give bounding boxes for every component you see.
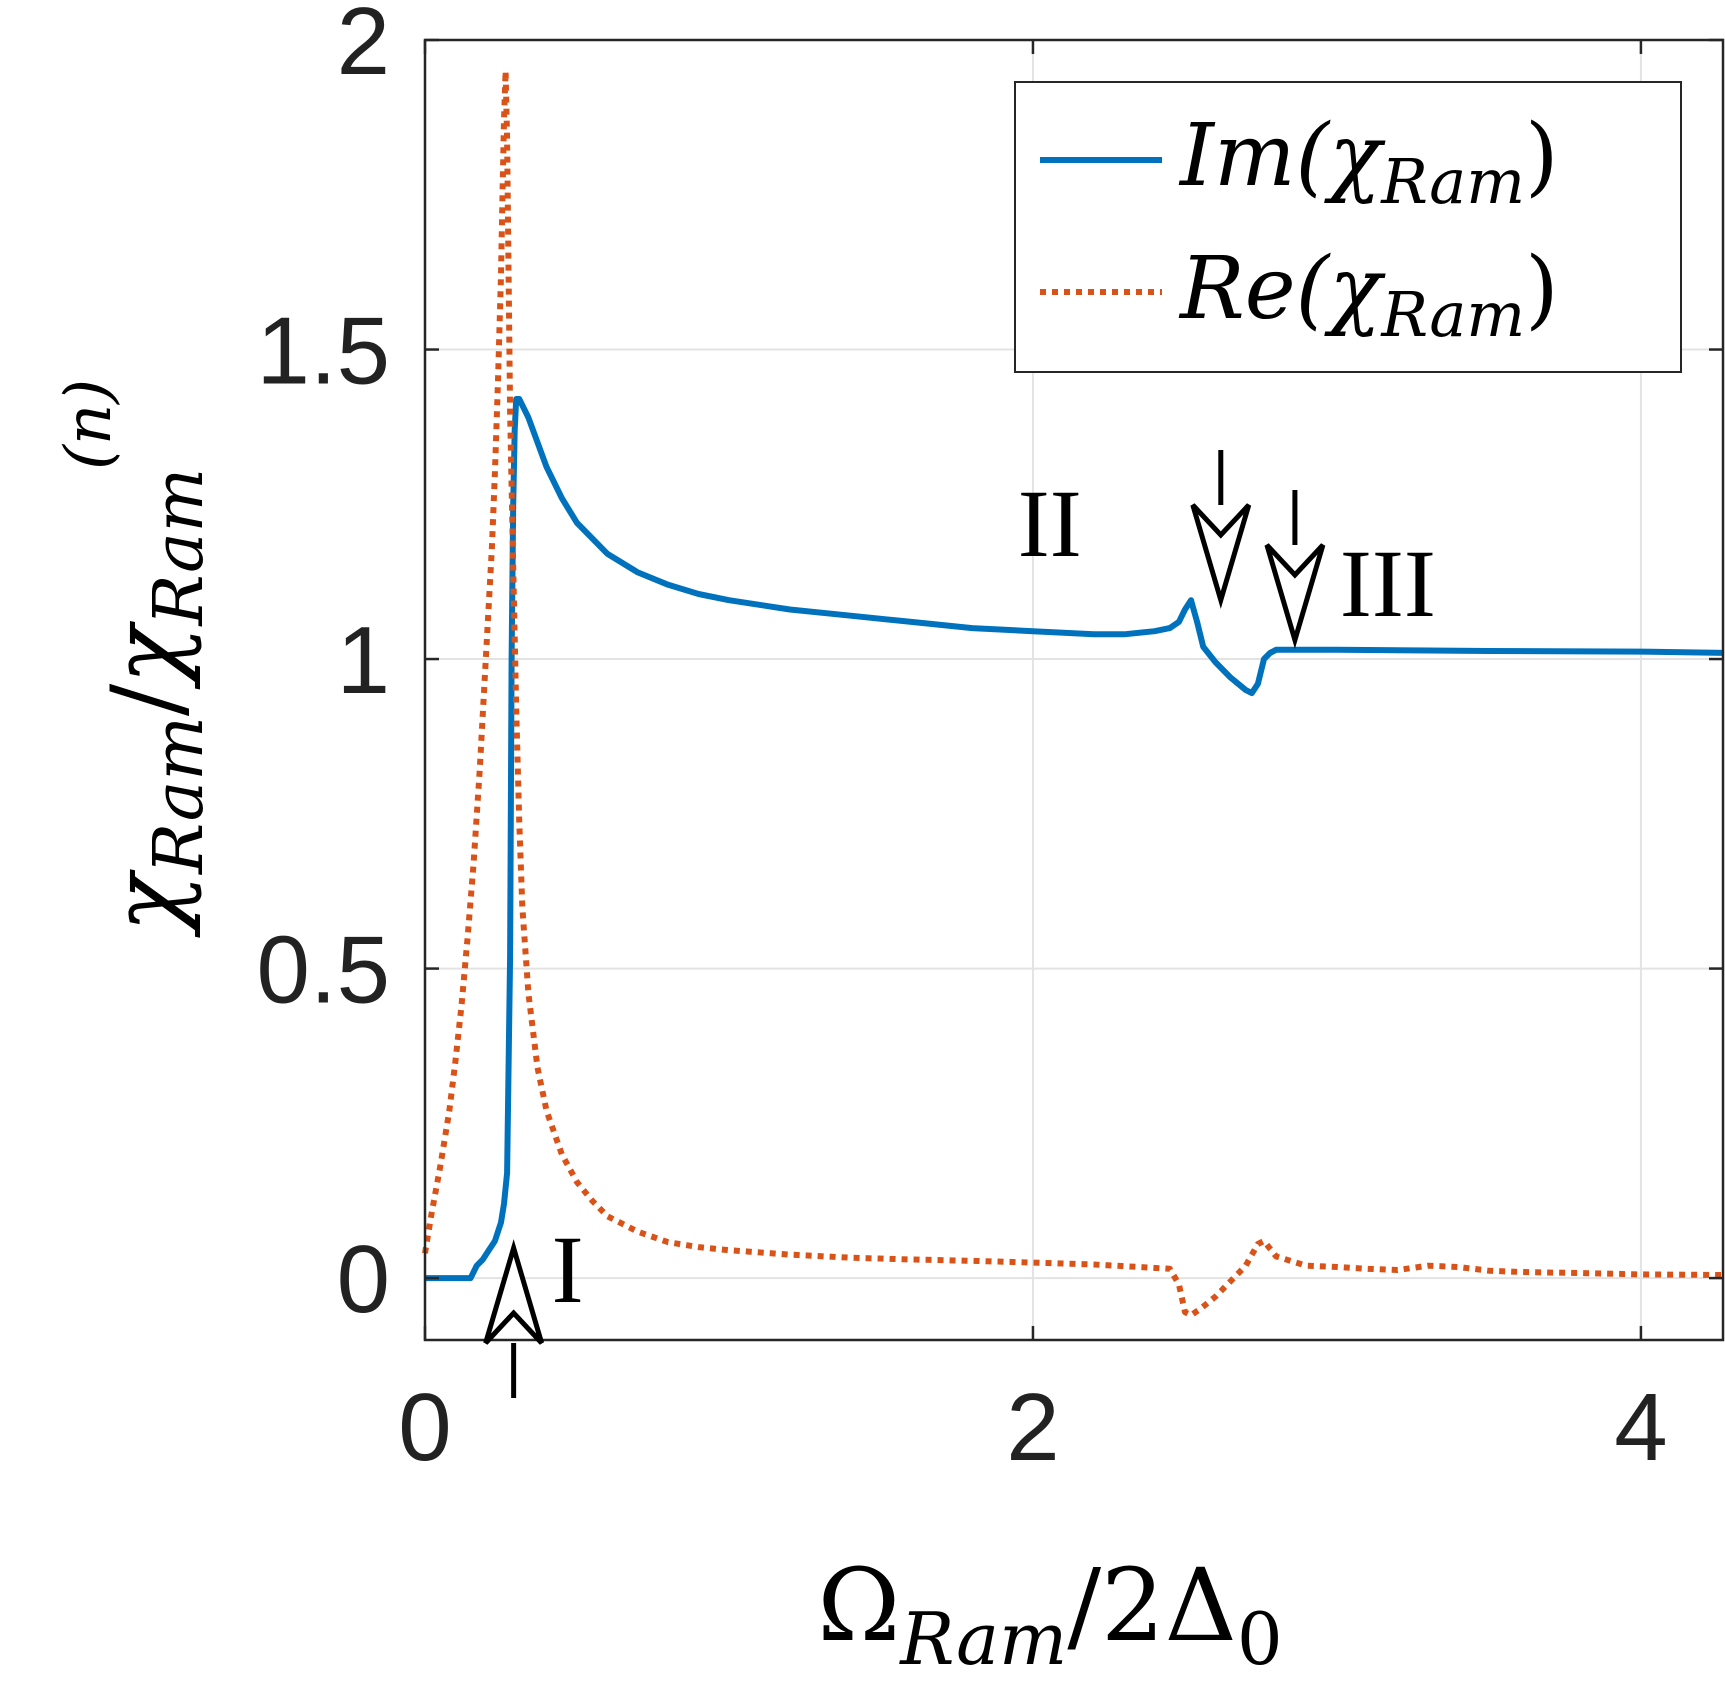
svg-text:χRam/χRam: χRam/χRam [91,468,219,938]
legend-label-re: Re(χRam) [1178,239,1559,351]
annotation-arrow [483,1239,545,1398]
legend-re-main: Re(χ [1178,239,1386,339]
y-tick-label: 0 [337,1226,390,1333]
annotation-arrow [1190,450,1252,609]
svg-text:ΩRam/2Δ0: ΩRam/2Δ0 [817,1547,1282,1681]
axes-box [423,38,1725,1342]
legend-label-im: Im(χRam) [1178,106,1559,218]
legend: Im(χRam) Re(χRam) [1014,81,1682,373]
xlabel-main: Ω [817,1547,900,1664]
y-tick-label: 2 [337,0,390,95]
y-tick-label: 1.5 [257,298,390,405]
y-tick-label: 1 [337,607,390,714]
legend-re-sub: Ram [1380,278,1525,351]
legend-box [1014,81,1682,373]
xlabel-sub2: 0 [1237,1597,1283,1681]
ylabel-sub: Ram [140,716,219,876]
series-group [422,68,1724,1319]
ylabel-sup2: (n) [52,379,126,470]
x-axis-label: ΩRam/2Δ0 [817,1547,1282,1681]
ylabel-main2: χ [91,621,203,690]
y-axis-label: χRam/χRam (n) [52,379,219,938]
annotation-label-I: I [552,1216,584,1323]
ylabel-sub2: Ram [140,468,219,628]
legend-im-main: Im(χ [1178,106,1386,206]
x-tick-label: 0 [398,1374,451,1481]
legend-re-close: ) [1525,239,1559,339]
legend-im-sub: Ram [1380,145,1525,218]
y-tick-label: 0.5 [257,917,390,1024]
legend-im-close: ) [1525,106,1559,206]
annotation-arrow [1264,490,1326,649]
x-tick-label: 4 [1614,1374,1667,1481]
annotation-label-II: II [1018,470,1082,577]
ticks: 0 2 4 0 0.5 1 1.5 2 [257,0,1723,1481]
xlabel-rest: /2Δ [1067,1547,1237,1664]
ylabel-slash: / [91,683,203,716]
annotation-label-III: III [1340,530,1436,637]
xlabel-sub: Ram [898,1597,1067,1681]
series-line-re [422,68,1724,1319]
x-tick-label: 2 [1006,1374,1059,1481]
ylabel-main: χ [91,869,203,938]
series-line-im [425,396,1724,1282]
